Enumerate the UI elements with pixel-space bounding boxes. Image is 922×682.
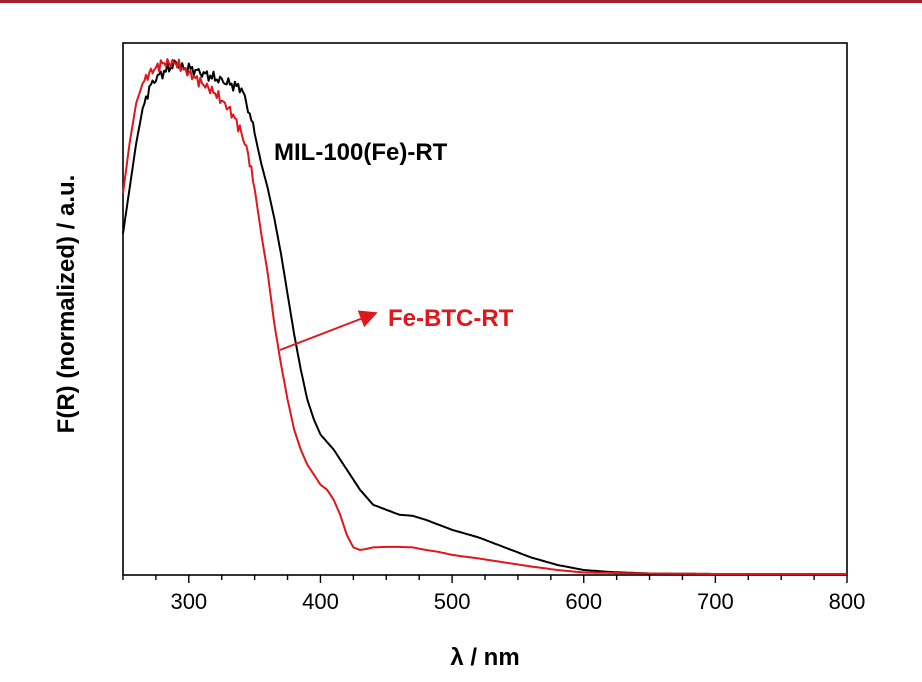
series-line-fe-btc-rt <box>122 58 847 575</box>
series-label-arrow <box>279 310 378 351</box>
x-tick-label: 600 <box>565 589 602 614</box>
x-tick-label: 800 <box>829 589 866 614</box>
series-label-fe-btc-rt: Fe-BTC-RT <box>388 305 514 332</box>
x-axis-ticks <box>122 575 848 583</box>
series-label-mil-100-fe-rt: MIL-100(Fe)-RT <box>274 139 448 166</box>
x-axis-title: λ / nm <box>450 644 519 671</box>
x-tick-label: 700 <box>697 589 734 614</box>
x-axis-tick-labels: 300 400 500 600 700 800 <box>170 589 865 614</box>
series-lines <box>122 58 847 575</box>
x-tick-label: 500 <box>434 589 471 614</box>
top-rule <box>0 0 922 3</box>
x-tick-label: 400 <box>302 589 339 614</box>
x-tick-label: 300 <box>170 589 207 614</box>
y-axis-title: F(R) (normalized) / a.u. <box>53 175 80 434</box>
